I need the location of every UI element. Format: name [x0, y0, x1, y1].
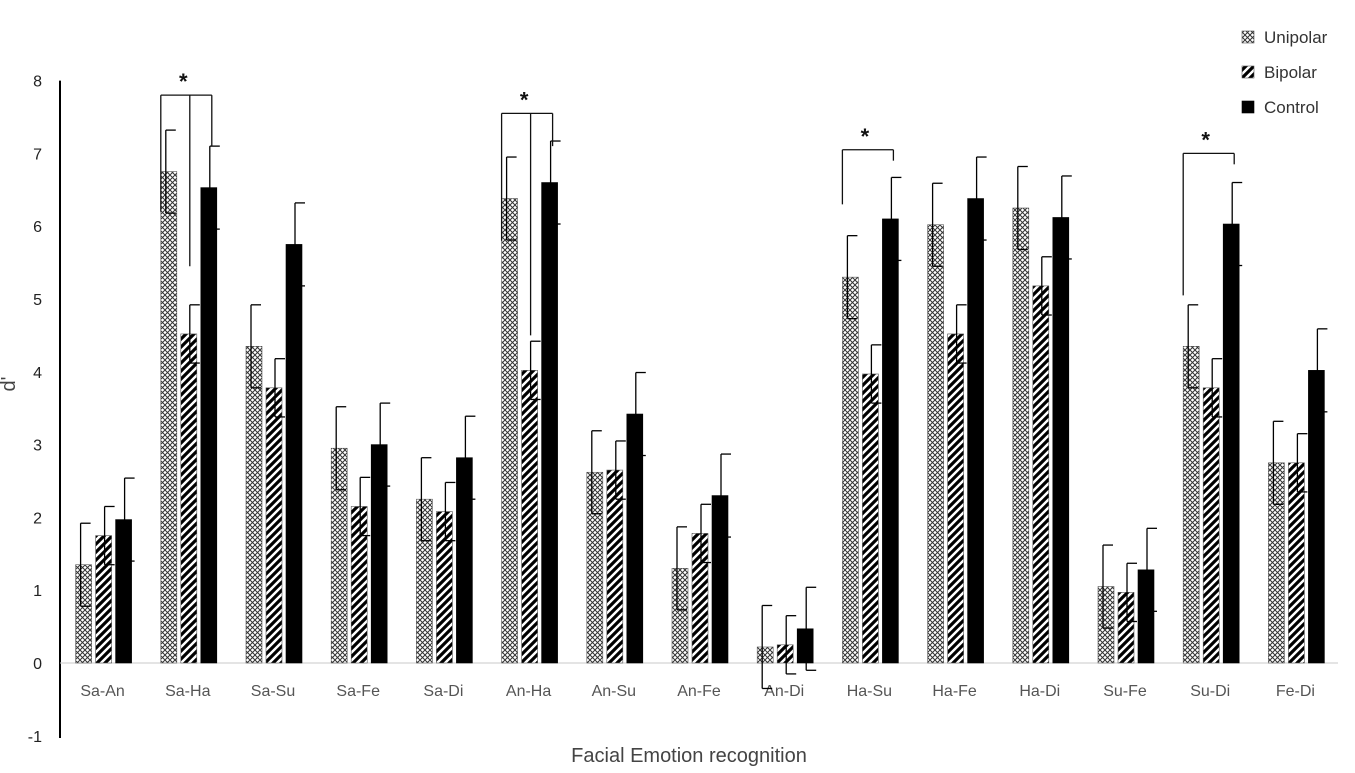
x-tick-label: Ha-Di [1019, 683, 1060, 700]
x-tick-label: An-Fe [677, 683, 721, 700]
bar-control [882, 218, 899, 664]
y-tick-label: 6 [33, 219, 42, 236]
bar-unipolar [1182, 346, 1200, 664]
bar-bipolar [1117, 592, 1135, 664]
legend-swatch-bipolar [1241, 65, 1255, 79]
bar-unipolar [586, 471, 604, 664]
bars-group [75, 129, 1328, 690]
x-tick-label: An-Ha [506, 683, 551, 700]
y-tick-label: 1 [33, 583, 42, 600]
bar-bipolar [180, 333, 198, 664]
bar-bipolar [862, 373, 879, 664]
legend-swatch-control [1241, 100, 1255, 114]
bar-bipolar [947, 333, 964, 664]
bar-bipolar [1288, 462, 1305, 664]
bar-bipolar [521, 370, 538, 664]
bar-unipolar [245, 346, 263, 664]
x-tick-label: Su-Di [1190, 683, 1230, 700]
x-tick-label: Sa-Di [423, 683, 463, 700]
bar-unipolar [842, 276, 859, 664]
x-tick-label: Sa-Fe [336, 683, 380, 700]
bar-unipolar [416, 498, 433, 664]
y-tick-label: 8 [33, 74, 42, 91]
significance-star: * [520, 87, 529, 112]
significance-group: * * * * [160, 69, 1235, 336]
y-tick-label: 4 [33, 365, 42, 382]
bar-bipolar [1202, 387, 1220, 664]
x-tick-label: Sa-Su [251, 683, 295, 700]
bar-control [285, 244, 303, 664]
bar-control [626, 413, 644, 664]
bar-control [796, 628, 814, 664]
bar-unipolar [1097, 586, 1115, 664]
bar-control [115, 519, 132, 664]
legend-label-control: Control [1264, 98, 1319, 117]
bar-bipolar [606, 469, 624, 664]
x-axis-title: Facial Emotion recognition [571, 745, 807, 767]
bar-unipolar [927, 224, 944, 664]
bar-unipolar [1268, 462, 1285, 664]
y-tick-label: 7 [33, 146, 42, 163]
legend-label-bipolar: Bipolar [1264, 63, 1317, 82]
bar-control [541, 182, 558, 664]
y-tick-label: 2 [33, 510, 42, 527]
x-axis: Sa-An Sa-Ha Sa-Su Sa-Fe Sa-Di An-Ha An-Su An-Fe… [60, 662, 1338, 700]
x-tick-label: Sa-An [80, 683, 124, 700]
legend-swatch-unipolar [1241, 30, 1255, 44]
significance-star: * [861, 124, 870, 149]
bar-bipolar [436, 511, 453, 664]
y-tick-label: -1 [28, 729, 42, 746]
bar-unipolar [671, 568, 689, 664]
bar-control [370, 444, 388, 664]
bar-control [1308, 370, 1325, 664]
bar-unipolar [1012, 207, 1030, 664]
bar-control [967, 198, 984, 664]
y-axis-title: d' [0, 377, 20, 392]
bar-bipolar [1032, 285, 1050, 664]
bar-control [1222, 223, 1240, 664]
significance-star: * [179, 69, 188, 94]
bar-control [711, 495, 729, 664]
bar-bipolar [691, 533, 709, 664]
bar-unipolar [501, 198, 518, 664]
x-tick-label: An-Di [764, 683, 804, 700]
bar-bipolar [95, 535, 112, 664]
bar-bipolar [265, 387, 283, 664]
bar-bipolar [776, 644, 794, 664]
y-tick-label: 5 [33, 292, 42, 309]
y-tick-label: 0 [33, 656, 42, 673]
legend: Unipolar Bipolar Control [1241, 28, 1328, 117]
bar-unipolar [330, 447, 348, 664]
y-tick-label: 3 [33, 438, 42, 455]
bar-control [456, 457, 473, 664]
legend-label-unipolar: Unipolar [1264, 28, 1328, 47]
x-tick-label: Ha-Su [847, 683, 892, 700]
bar-bipolar [350, 506, 368, 664]
x-tick-label: Fe-Di [1276, 683, 1315, 700]
x-tick-label: Sa-Ha [165, 683, 210, 700]
bar-control [200, 187, 218, 664]
bar-control [1137, 569, 1155, 664]
x-tick-label: Su-Fe [1103, 683, 1147, 700]
x-tick-label: An-Su [592, 683, 636, 700]
x-tick-label: Ha-Fe [932, 683, 977, 700]
significance-star: * [1201, 127, 1210, 152]
bar-unipolar [756, 646, 774, 664]
bar-unipolar [75, 564, 92, 664]
bar-unipolar [160, 171, 178, 664]
bar-control [1052, 217, 1070, 664]
y-axis: -1 0 1 2 3 4 5 6 7 8 [28, 74, 61, 746]
